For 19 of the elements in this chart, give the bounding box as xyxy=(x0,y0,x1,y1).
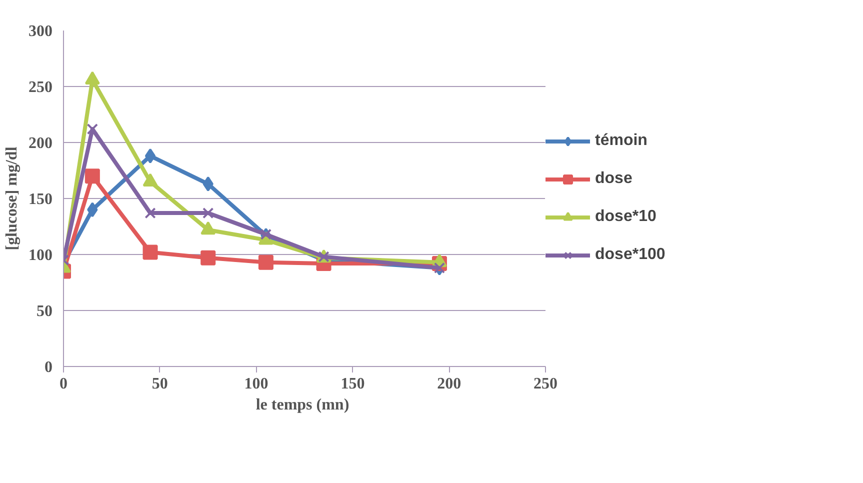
y-tick-label: 0 xyxy=(44,359,52,376)
x-tick-label: 0 xyxy=(60,376,68,392)
x-tick-label: 250 xyxy=(534,376,558,392)
y-tick-label: 250 xyxy=(28,79,52,96)
y-tick-label: 150 xyxy=(28,191,52,208)
legend-label: dose*100 xyxy=(595,246,666,264)
y-tick-label: 50 xyxy=(36,303,52,320)
x-tick-label: 50 xyxy=(152,376,168,392)
legend-label: dose*10 xyxy=(595,208,656,226)
x-tick-label: 100 xyxy=(244,376,268,392)
legend-label: dose xyxy=(595,170,632,188)
x-tick-label: 200 xyxy=(437,376,462,392)
y-tick-label: 300 xyxy=(28,23,52,40)
x-tick-label: 150 xyxy=(340,376,365,392)
y-tick-label: 200 xyxy=(28,135,52,152)
legend-label: témoin xyxy=(595,132,648,150)
y-tick-label: 100 xyxy=(28,247,52,264)
y-axis-title: [glucose] mg/dl xyxy=(4,146,20,250)
x-axis-title: le temps (mn) xyxy=(256,396,350,414)
